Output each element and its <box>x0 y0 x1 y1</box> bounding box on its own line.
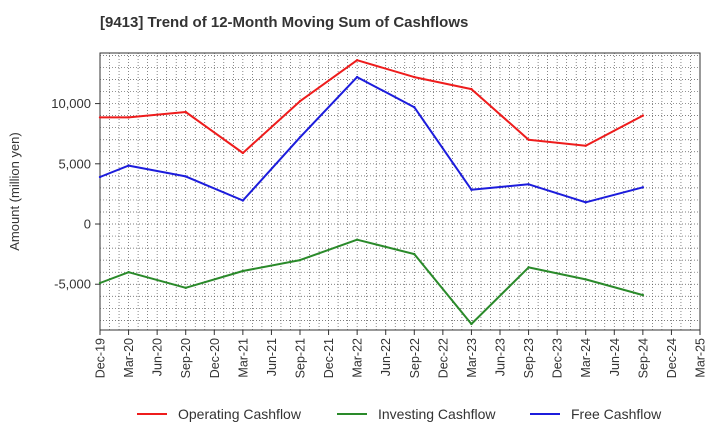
x-tick-label: Mar-21 <box>236 338 250 378</box>
data-point <box>355 75 359 79</box>
data-point <box>98 175 102 179</box>
legend-label: Investing Cashflow <box>378 406 496 422</box>
x-tick-label: Mar-20 <box>122 338 136 378</box>
data-point <box>298 258 302 262</box>
data-point <box>584 144 587 147</box>
data-point <box>584 278 587 281</box>
x-tick-label: Dec-23 <box>551 338 565 378</box>
data-point <box>527 183 530 186</box>
data-point <box>413 75 416 79</box>
x-tick-label: Dec-21 <box>322 338 336 378</box>
y-tick-label: 5,000 <box>58 156 91 171</box>
x-tick-label: Mar-23 <box>465 338 479 378</box>
chart-title: [9413] Trend of 12-Month Moving Sum of C… <box>100 14 469 31</box>
legend-label: Operating Cashflow <box>178 406 302 422</box>
x-tick-label: Jun-24 <box>608 338 622 376</box>
data-point <box>98 281 102 285</box>
x-tick-label: Jun-22 <box>379 338 393 376</box>
x-tick-label: Sep-22 <box>408 338 422 378</box>
x-tick-label: Mar-25 <box>694 338 708 378</box>
x-tick-label: Sep-20 <box>179 338 193 378</box>
x-tick-label: Mar-24 <box>579 338 593 378</box>
data-point <box>470 87 473 91</box>
x-tick-label: Mar-22 <box>351 338 365 378</box>
data-point <box>184 110 187 114</box>
y-tick-label: 10,000 <box>51 96 91 111</box>
data-point <box>470 322 473 326</box>
x-tick-label: Jun-21 <box>265 338 279 376</box>
x-tick-label: Sep-24 <box>636 338 650 378</box>
data-point <box>184 175 187 178</box>
legend-label: Free Cashflow <box>571 406 662 422</box>
x-tick-label: Dec-22 <box>436 338 450 378</box>
data-point <box>641 293 645 297</box>
data-point <box>98 116 102 119</box>
data-point <box>527 266 530 269</box>
data-point <box>413 105 416 109</box>
data-point <box>184 286 187 290</box>
y-axis-label: Amount (million yen) <box>7 132 22 251</box>
plot-area <box>99 52 701 331</box>
data-point <box>241 269 245 273</box>
data-point <box>641 186 645 189</box>
x-tick-label: Dec-20 <box>208 338 222 378</box>
y-tick-label: -5,000 <box>54 277 91 292</box>
x-tick-label: Sep-21 <box>294 338 308 378</box>
data-point <box>127 270 130 274</box>
data-point <box>127 116 130 119</box>
y-tick-label: 0 <box>84 217 91 232</box>
x-tick-label: Dec-19 <box>94 338 108 378</box>
data-point <box>355 238 359 241</box>
data-point <box>355 59 359 62</box>
data-point <box>470 188 473 191</box>
x-tick-label: Dec-24 <box>665 338 679 378</box>
data-point <box>413 252 416 256</box>
data-point <box>241 199 245 202</box>
x-tick-label: Sep-23 <box>522 338 536 378</box>
data-point <box>241 151 245 155</box>
x-tick-label: Jun-20 <box>151 338 165 376</box>
data-point <box>298 136 302 139</box>
data-point <box>641 114 645 117</box>
data-point <box>298 99 302 103</box>
data-point <box>127 164 130 167</box>
data-point <box>527 138 530 141</box>
data-point <box>584 201 587 204</box>
x-tick-label: Jun-23 <box>494 338 508 376</box>
